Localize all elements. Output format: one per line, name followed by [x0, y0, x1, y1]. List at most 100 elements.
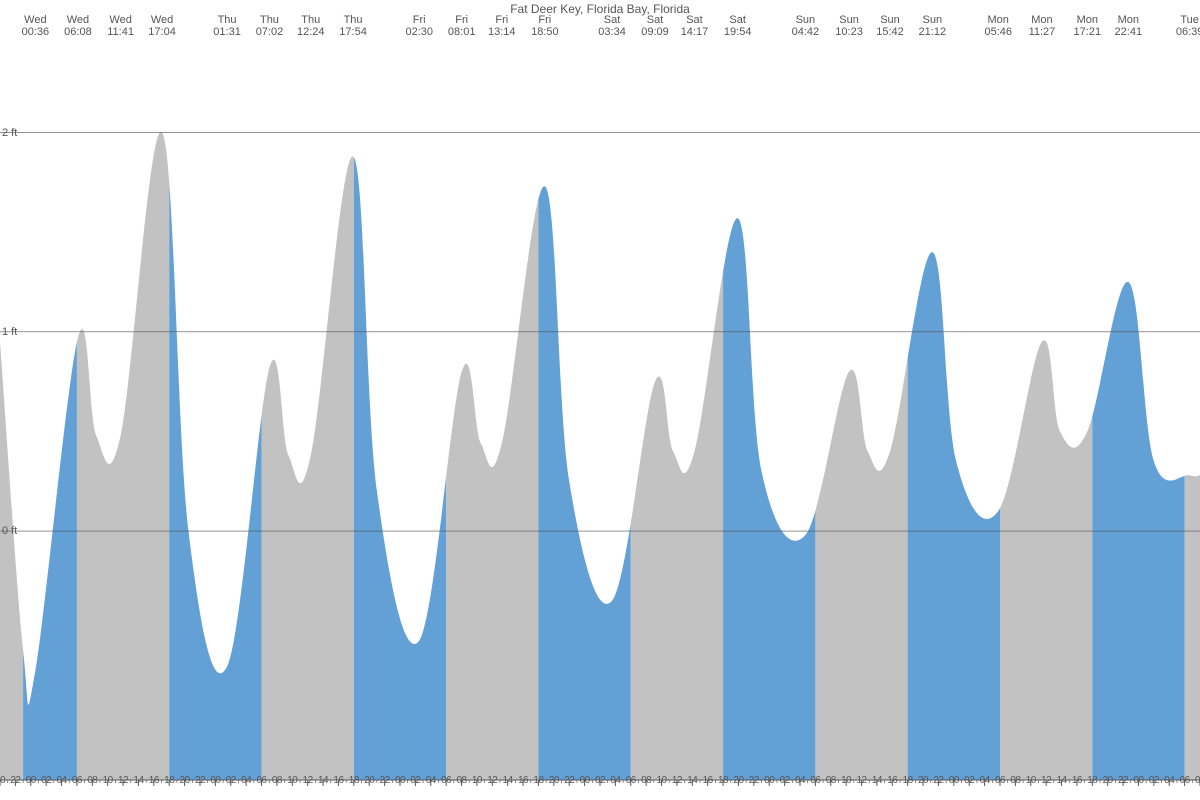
- x-tick-label: 20: [1103, 775, 1113, 786]
- tide-time-label: Mon17:21: [1074, 14, 1102, 38]
- x-tick-label: 22: [380, 775, 390, 786]
- x-tick-label: 06: [72, 775, 82, 786]
- tide-time-label: Fri18:50: [531, 14, 559, 38]
- x-tick-label: 00: [26, 775, 36, 786]
- x-tick-label: 12: [303, 775, 313, 786]
- x-tick-label: 20: [364, 775, 374, 786]
- tide-time-label: Wed06:08: [64, 14, 92, 38]
- header-tide-times: Wed00:36 Wed06:08 Wed11:41 Wed17:04 Thu01:31…: [0, 14, 1200, 44]
- x-tick-label: 04: [1164, 775, 1174, 786]
- tide-time-label: Sun04:42: [792, 14, 820, 38]
- x-tick-label: 18: [903, 775, 913, 786]
- x-tick-label: 10: [103, 775, 113, 786]
- x-tick-label: 16: [1072, 775, 1082, 786]
- x-tick-label: 10: [472, 775, 482, 786]
- x-tick-label: 22: [195, 775, 205, 786]
- x-tick-label: 04: [980, 775, 990, 786]
- x-tick-label: 04: [426, 775, 436, 786]
- tide-chart: Fat Deer Key, Florida Bay, Florida Wed00…: [0, 0, 1200, 800]
- x-tick-label: 22: [1118, 775, 1128, 786]
- tide-time-label: Thu07:02: [256, 14, 284, 38]
- tide-time-label: Mon22:41: [1115, 14, 1143, 38]
- x-tick-label: 06: [441, 775, 451, 786]
- x-tick-label: 16: [333, 775, 343, 786]
- x-tick-label: 10: [656, 775, 666, 786]
- x-tick-label: 00: [395, 775, 405, 786]
- tide-time-label: Thu12:24: [297, 14, 325, 38]
- x-tick-label: 20: [733, 775, 743, 786]
- x-tick-label: 08: [87, 775, 97, 786]
- x-tick-label: 14: [687, 775, 697, 786]
- x-tick-label: 02: [595, 775, 605, 786]
- x-tick-label: 00: [764, 775, 774, 786]
- tide-time-label: Sat03:34: [598, 14, 626, 38]
- tide-time-label: Tue06:39: [1176, 14, 1200, 38]
- y-tick-label: 2 ft: [2, 127, 17, 139]
- x-tick-label: 20: [0, 775, 5, 786]
- x-tick-label: 06: [810, 775, 820, 786]
- x-tick-label: 02: [410, 775, 420, 786]
- x-tick-label: 18: [1087, 775, 1097, 786]
- x-tick-label: 06: [256, 775, 266, 786]
- x-tick-label: 16: [518, 775, 528, 786]
- x-tick-label: 00: [949, 775, 959, 786]
- x-tick-label: 08: [1010, 775, 1020, 786]
- tide-time-label: Fri02:30: [405, 14, 433, 38]
- tide-time-label: Wed17:04: [148, 14, 176, 38]
- x-tick-label: 12: [672, 775, 682, 786]
- x-tick-label: 06: [1180, 775, 1190, 786]
- tide-time-label: Wed00:36: [22, 14, 50, 38]
- x-tick-label: 22: [10, 775, 20, 786]
- x-tick-label: 12: [856, 775, 866, 786]
- tide-time-label: Thu01:31: [213, 14, 241, 38]
- x-tick-label: 10: [287, 775, 297, 786]
- x-tick-label: 18: [533, 775, 543, 786]
- tide-time-label: Wed11:41: [107, 14, 134, 38]
- x-tick-label: 08: [826, 775, 836, 786]
- x-tick-label: 22: [749, 775, 759, 786]
- x-tick-label: 04: [56, 775, 66, 786]
- x-tick-label: 18: [718, 775, 728, 786]
- x-tick-label: 04: [241, 775, 251, 786]
- x-tick-label: 10: [1026, 775, 1036, 786]
- tide-time-label: Thu17:54: [339, 14, 367, 38]
- tide-time-label: Sun10:23: [835, 14, 863, 38]
- y-tick-label: 0 ft: [2, 525, 17, 537]
- x-tick-label: 14: [872, 775, 882, 786]
- x-tick-label: 06: [995, 775, 1005, 786]
- x-tick-label: 12: [487, 775, 497, 786]
- x-tick-label: 02: [780, 775, 790, 786]
- x-tick-label: 16: [149, 775, 159, 786]
- x-tick-label: 14: [318, 775, 328, 786]
- tide-time-label: Sun15:42: [876, 14, 904, 38]
- x-tick-label: 08: [1195, 775, 1200, 786]
- tide-time-label: Sun21:12: [919, 14, 947, 38]
- x-tick-label: 14: [503, 775, 513, 786]
- x-tick-label: 00: [1133, 775, 1143, 786]
- tide-time-label: Sat14:17: [681, 14, 709, 38]
- x-tick-label: 12: [118, 775, 128, 786]
- x-tick-label: 00: [210, 775, 220, 786]
- x-tick-label: 02: [41, 775, 51, 786]
- tide-time-label: Mon11:27: [1029, 14, 1056, 38]
- x-tick-label: 16: [887, 775, 897, 786]
- x-tick-label: 00: [580, 775, 590, 786]
- x-tick-label: 02: [226, 775, 236, 786]
- x-tick-label: 16: [703, 775, 713, 786]
- x-tick-label: 08: [641, 775, 651, 786]
- x-tick-label: 10: [841, 775, 851, 786]
- x-tick-label: 20: [549, 775, 559, 786]
- y-tick-label: 1 ft: [2, 326, 17, 338]
- x-tick-label: 22: [564, 775, 574, 786]
- chart-svg: [0, 0, 1200, 800]
- x-tick-label: 12: [1041, 775, 1051, 786]
- x-tick-label: 14: [133, 775, 143, 786]
- x-tick-label: 20: [180, 775, 190, 786]
- x-tick-label: 18: [164, 775, 174, 786]
- x-tick-label: 04: [610, 775, 620, 786]
- x-tick-label: 02: [1149, 775, 1159, 786]
- x-tick-label: 14: [1056, 775, 1066, 786]
- x-tick-label: 18: [349, 775, 359, 786]
- tide-time-label: Mon05:46: [984, 14, 1012, 38]
- x-tick-label: 08: [272, 775, 282, 786]
